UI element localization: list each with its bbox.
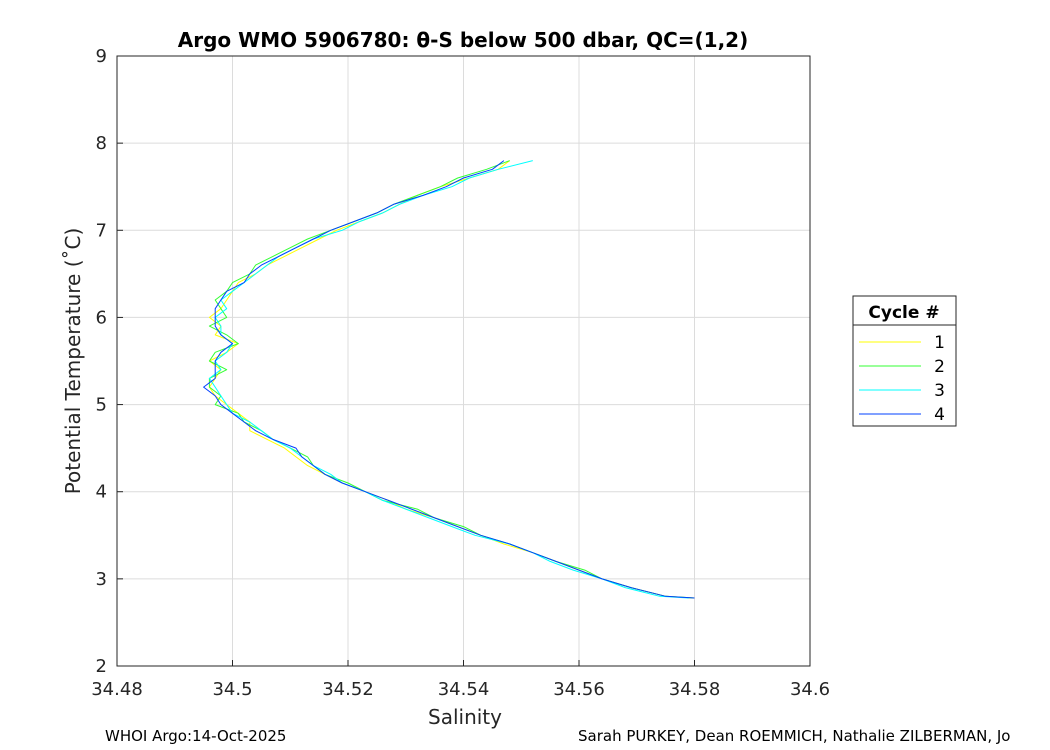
y-tick-label: 5 bbox=[96, 395, 107, 416]
chart-title: Argo WMO 5906780: θ-S below 500 dbar, QC… bbox=[178, 28, 748, 52]
y-tick-label: 2 bbox=[96, 656, 107, 677]
x-axis-label: Salinity bbox=[428, 705, 502, 729]
y-tick-label: 4 bbox=[96, 482, 107, 503]
footer-right: Sarah PURKEY, Dean ROEMMICH, Nathalie ZI… bbox=[578, 727, 1011, 745]
series-lines bbox=[203, 160, 695, 599]
legend-entry: 2 bbox=[934, 357, 945, 377]
x-tick-label: 34.56 bbox=[553, 679, 605, 700]
x-tick-label: 34.5 bbox=[212, 679, 252, 700]
y-tick-label: 6 bbox=[96, 307, 107, 328]
plot-frame bbox=[116, 55, 811, 667]
x-tick-label: 34.6 bbox=[790, 679, 830, 700]
x-tick-labels: 34.48 34.5 34.52 34.54 34.56 34.58 34.6 bbox=[91, 679, 830, 700]
y-tick-label: 9 bbox=[96, 46, 107, 67]
legend-title: Cycle # bbox=[868, 303, 939, 323]
y-axis-label: Potential Temperature (˚C) bbox=[61, 228, 85, 495]
legend: Cycle # 1 2 3 4 bbox=[852, 295, 957, 427]
y-tick-label: 7 bbox=[96, 220, 107, 241]
legend-entry: 3 bbox=[934, 381, 945, 401]
footer-left: WHOI Argo:14-Oct-2025 bbox=[105, 727, 286, 745]
y-tick-label: 8 bbox=[96, 133, 107, 154]
series-line-cycle-3 bbox=[208, 160, 689, 599]
y-tick-label: 3 bbox=[96, 569, 107, 590]
series-line-cycle-4 bbox=[203, 160, 695, 599]
x-tick-label: 34.52 bbox=[322, 679, 374, 700]
y-tick-labels: 2 3 4 5 6 7 8 9 bbox=[96, 46, 107, 677]
x-tick-label: 34.58 bbox=[669, 679, 721, 700]
legend-entry: 4 bbox=[934, 405, 945, 425]
legend-entry: 1 bbox=[934, 333, 945, 353]
x-tick-label: 34.48 bbox=[91, 679, 143, 700]
x-tick-label: 34.54 bbox=[438, 679, 490, 700]
